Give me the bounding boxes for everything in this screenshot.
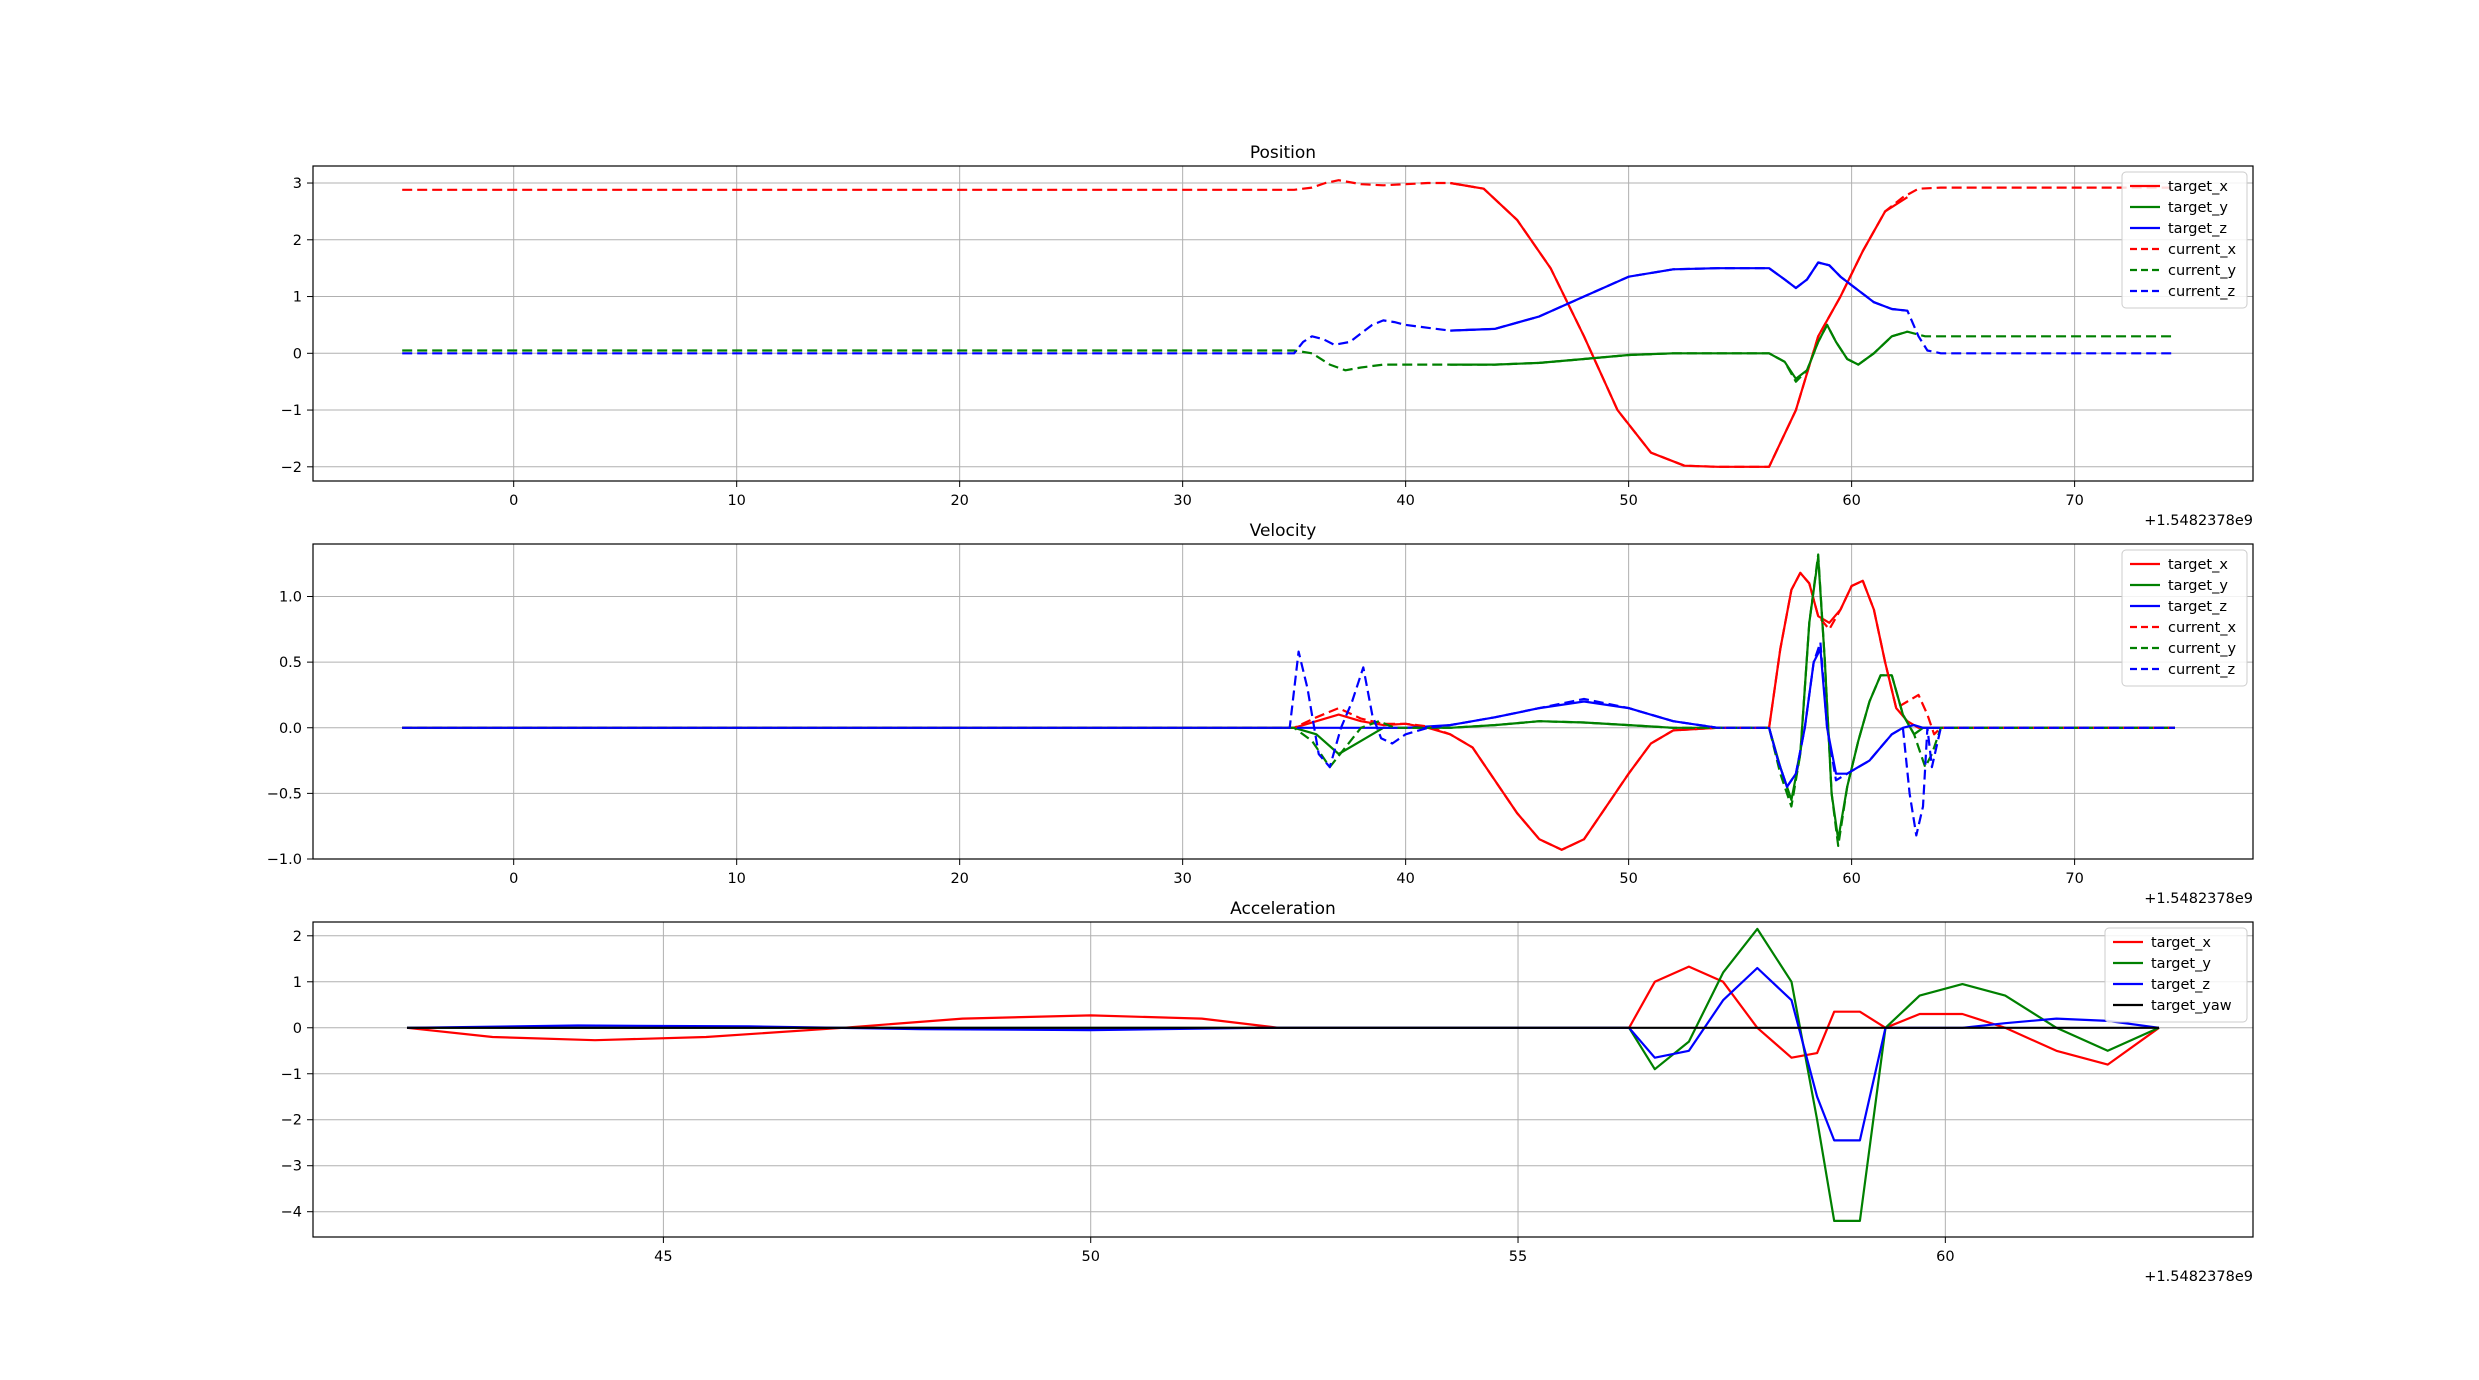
x-tick-label: 70 — [2065, 493, 2083, 509]
x-tick-label: 40 — [1396, 493, 1414, 509]
legend-label: current_z — [2168, 284, 2235, 300]
x-tick-label: 50 — [1081, 1249, 1099, 1265]
x-tick-label: 30 — [1173, 493, 1191, 509]
x-tick-label: 10 — [727, 493, 745, 509]
series-line-current_x — [402, 179, 2175, 468]
chart-title: Acceleration — [1230, 899, 1336, 919]
y-tick-label: −2 — [281, 460, 302, 476]
legend: target_x target_y target_z target_yaw — [2104, 927, 2248, 1023]
x-tick-label: 60 — [1842, 493, 1860, 509]
y-tick-label: −1 — [281, 1067, 302, 1083]
series-group — [402, 553, 2175, 851]
series-line-target_z — [406, 966, 2160, 1142]
y-tick-label: 0.5 — [279, 655, 302, 671]
x-tick-label: 10 — [727, 871, 745, 887]
y-tick-label: −4 — [281, 1205, 302, 1221]
legend-label: target_y — [2168, 200, 2228, 216]
chart-title: Position — [1250, 143, 1316, 163]
x-tick-label: 60 — [1842, 871, 1860, 887]
x-offset-label: +1.5482378e9 — [2144, 513, 2253, 529]
series-line-target_y — [407, 927, 2160, 1223]
legend: target_x target_y target_z current_xcurrent… — [2121, 549, 2248, 687]
x-tick-label: 40 — [1396, 871, 1414, 887]
y-tick-label: 1 — [293, 975, 302, 991]
x-tick-label: 45 — [654, 1249, 672, 1265]
y-tick-label: 3 — [293, 176, 302, 192]
series-line-current_z — [402, 261, 2175, 355]
y-tick-label: 0 — [293, 1021, 302, 1037]
axes-frame — [312, 165, 2254, 482]
legend-label: target_y — [2168, 578, 2228, 594]
legend-label: target_x — [2168, 179, 2228, 195]
series-line-current_y — [402, 323, 2175, 383]
y-tick-label: 1 — [293, 290, 302, 306]
y-tick-label: 1.0 — [279, 590, 302, 606]
series-group — [402, 179, 2175, 468]
legend-label: target_y — [2151, 956, 2211, 972]
legend-label: current_x — [2168, 620, 2237, 636]
legend-label: target_x — [2168, 557, 2228, 573]
series-line-target_x — [402, 571, 2175, 851]
x-tick-label: 50 — [1619, 871, 1637, 887]
y-tick-label: −0.5 — [267, 786, 302, 802]
legend-label: target_z — [2168, 599, 2227, 615]
axes-frame — [312, 921, 2254, 1238]
chart-panel-position: 0 10 20 30 40 50 60 703210−1−2+1.5482378e9Posit… — [281, 143, 2254, 529]
legend: target_x target_y target_z current_xcurrent… — [2121, 171, 2248, 309]
series-group — [406, 927, 2160, 1223]
y-tick-label: 2 — [293, 929, 302, 945]
x-tick-label: 30 — [1173, 871, 1191, 887]
chart-title: Velocity — [1250, 521, 1317, 541]
legend-box — [2104, 927, 2248, 1023]
x-tick-label: 60 — [1936, 1249, 1954, 1265]
legend-label: target_z — [2151, 977, 2210, 993]
legend-label: current_y — [2168, 641, 2237, 657]
x-tick-label: 20 — [950, 871, 968, 887]
chart-panel-velocity: 0 10 20 30 40 50 60 70 1.0 0.5 0.0 −0.5 −1.0 +1.54823… — [267, 521, 2254, 907]
x-tick-label: 0 — [509, 493, 518, 509]
y-tick-label: −1.0 — [267, 852, 302, 868]
x-offset-label: +1.5482378e9 — [2144, 891, 2253, 907]
y-tick-label: −3 — [281, 1159, 302, 1175]
x-tick-label: 70 — [2065, 871, 2083, 887]
y-tick-label: −2 — [281, 1113, 302, 1129]
legend-label: target_z — [2168, 221, 2227, 237]
legend-label: target_x — [2151, 935, 2211, 951]
series-line-current_x — [402, 571, 2175, 851]
series-line-target_z — [402, 647, 2175, 788]
x-tick-label: 50 — [1619, 493, 1637, 509]
x-tick-label: 0 — [509, 871, 518, 887]
y-tick-label: 0 — [293, 346, 302, 362]
legend-label: current_z — [2168, 662, 2235, 678]
series-line-target_y — [1450, 323, 1908, 380]
series-line-target_x — [406, 965, 2160, 1066]
y-tick-label: 2 — [293, 233, 302, 249]
y-tick-label: 0.0 — [279, 721, 302, 737]
legend-label: target_yaw — [2151, 998, 2232, 1014]
x-tick-label: 55 — [1509, 1249, 1527, 1265]
x-tick-label: 20 — [950, 493, 968, 509]
legend-label: current_y — [2168, 263, 2237, 279]
legend-label: current_x — [2168, 242, 2237, 258]
series-line-current_y — [402, 553, 2175, 848]
y-tick-label: −1 — [281, 403, 302, 419]
chart-panel-acceleration: 45 50 55 60 2 1 0 −1 −2 −3 −4 +1.5482378e9 Accelerat… — [281, 899, 2254, 1285]
x-offset-label: +1.5482378e9 — [2144, 1269, 2253, 1285]
series-line-current_z — [402, 641, 2175, 837]
series-line-target_x — [1450, 181, 1908, 468]
axes-frame — [312, 543, 2254, 860]
